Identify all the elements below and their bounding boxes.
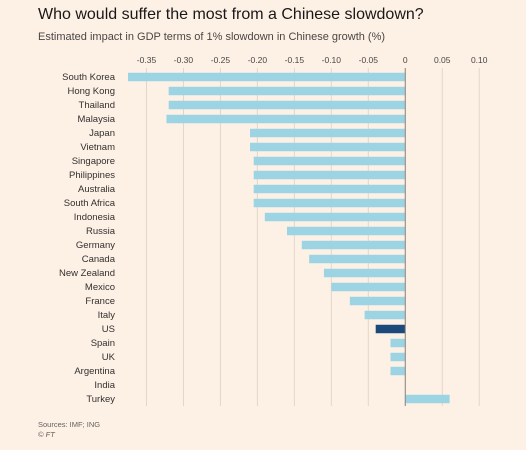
x-tick-label: -0.05 — [359, 55, 379, 65]
footer: Sources: IMF; ING © FT — [38, 420, 100, 440]
bar — [253, 198, 406, 208]
x-tick-label: 0.05 — [434, 55, 451, 65]
category-label: Philippines — [69, 170, 115, 181]
category-label: Singapore — [72, 156, 115, 167]
category-label: Vietnam — [80, 142, 115, 153]
category-label: Italy — [98, 310, 116, 321]
category-label: South Africa — [64, 198, 116, 209]
category-label: Turkey — [86, 394, 115, 405]
category-label: UK — [102, 352, 116, 363]
category-label: New Zealand — [59, 268, 115, 279]
x-tick-label: 0.10 — [471, 55, 488, 65]
bar — [390, 338, 406, 348]
category-label: France — [85, 296, 115, 307]
ft-credit: © FT — [38, 430, 55, 439]
bar — [301, 240, 406, 250]
bar — [286, 226, 406, 236]
bar — [375, 324, 406, 334]
x-tick-label: -0.35 — [137, 55, 157, 65]
chart-subtitle: Estimated impact in GDP terms of 1% slow… — [38, 31, 386, 43]
bar — [264, 212, 406, 222]
bar — [349, 296, 406, 306]
bar — [331, 282, 406, 292]
category-label: India — [94, 380, 115, 391]
category-label: Australia — [78, 184, 116, 195]
category-label: Germany — [76, 240, 115, 251]
category-label: Thailand — [79, 100, 115, 111]
bar — [309, 254, 406, 264]
bar — [250, 142, 406, 152]
category-label: Spain — [91, 338, 115, 349]
x-tick-label: -0.25 — [211, 55, 231, 65]
bar — [253, 184, 406, 194]
source-note: Sources: IMF; ING — [38, 420, 101, 429]
category-label: South Korea — [62, 72, 116, 83]
bar — [253, 170, 406, 180]
bar — [253, 156, 406, 166]
bar — [405, 394, 450, 404]
chart-title: Who would suffer the most from a Chinese… — [38, 6, 424, 23]
bar — [390, 366, 406, 376]
x-tick-label: -0.10 — [322, 55, 342, 65]
bar — [364, 310, 406, 320]
category-label: Russia — [86, 226, 116, 237]
category-label: Argentina — [74, 366, 115, 377]
x-tick-label: 0 — [403, 55, 408, 65]
category-label: Mexico — [85, 282, 115, 293]
x-tick-label: -0.15 — [285, 55, 305, 65]
category-label: US — [102, 324, 115, 335]
category-label: Japan — [89, 128, 115, 139]
bar — [168, 100, 406, 110]
x-tick-label: -0.30 — [174, 55, 194, 65]
bar — [323, 268, 406, 278]
category-label: Malaysia — [78, 114, 116, 125]
category-label: Indonesia — [74, 212, 116, 223]
bar — [250, 128, 406, 138]
x-tick-label: -0.20 — [248, 55, 268, 65]
bar — [168, 86, 406, 96]
category-label: Hong Kong — [67, 86, 115, 97]
category-label: Canada — [82, 254, 116, 265]
bar — [390, 352, 406, 362]
bar — [128, 72, 406, 82]
bar — [166, 114, 406, 124]
